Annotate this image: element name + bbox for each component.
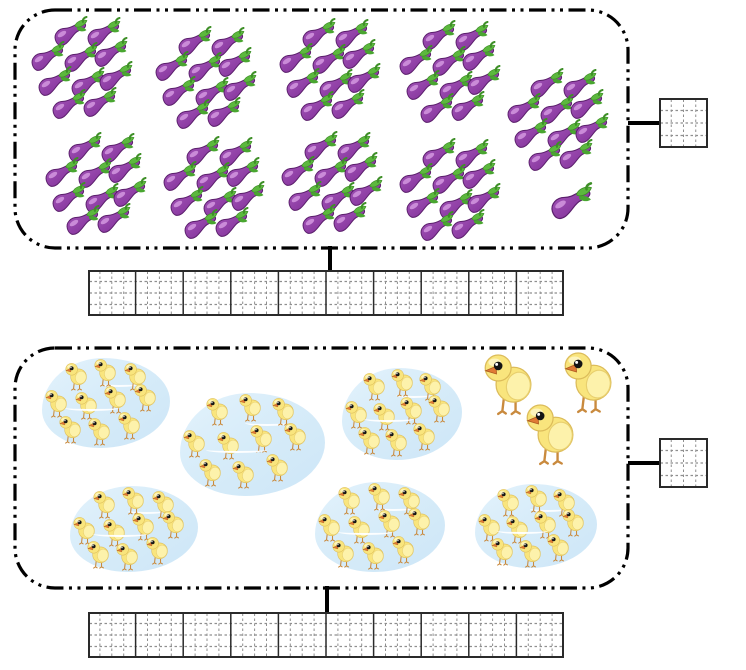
- chick-cloud-group-of-ten: [475, 484, 597, 568]
- chick-icon: [265, 453, 291, 482]
- chick-icon: [249, 424, 275, 453]
- chick-icon: [518, 539, 544, 568]
- eggplant-icon: [212, 207, 254, 244]
- chick-icon: [546, 533, 572, 562]
- chick-icon: [337, 486, 363, 515]
- bottom-tens-answer-strip[interactable]: [88, 612, 564, 658]
- bottom-group-box-border: [13, 346, 630, 590]
- chick-icon: [121, 486, 147, 515]
- chick-icon: [182, 429, 208, 458]
- chick-icon: [391, 535, 417, 564]
- chick-icon: [490, 537, 516, 566]
- chick-cloud-group-of-ten: [180, 393, 325, 496]
- chick-icon: [407, 507, 433, 536]
- chick-icon: [216, 431, 242, 460]
- eggplant-icon: [448, 209, 490, 246]
- chick-cloud-group-of-ten: [70, 486, 198, 572]
- chick-icon: [198, 458, 224, 487]
- top-group-box-border: [13, 8, 630, 250]
- eggplant-icon-single: [547, 182, 599, 228]
- chick-icon-single: [524, 402, 580, 466]
- top-connector-to-strip: [328, 246, 332, 271]
- chick-icon: [331, 539, 357, 568]
- chick-icon: [362, 372, 388, 401]
- bottom-connector-to-unit-square: [628, 461, 659, 465]
- eggplant-icon: [204, 97, 246, 134]
- chick-icon: [92, 490, 118, 519]
- chick-icon: [231, 460, 257, 489]
- eggplant-icon: [556, 139, 598, 176]
- chick-icon: [367, 482, 393, 511]
- chick-icon: [58, 415, 84, 444]
- chick-icon: [399, 396, 425, 425]
- eggplant-icon: [330, 202, 372, 239]
- chick-icon: [93, 358, 119, 387]
- bottom-connector-to-strip: [325, 586, 329, 612]
- top-connector-to-unit-square: [628, 121, 659, 125]
- chick-icon: [344, 400, 370, 429]
- chick-icon: [117, 411, 143, 440]
- eggplant-icon: [94, 203, 136, 240]
- chick-icon: [238, 393, 264, 422]
- chick-icon: [427, 394, 453, 423]
- chick-cloud-group-of-ten: [315, 482, 445, 572]
- top-tens-answer-strip[interactable]: [88, 270, 564, 316]
- chick-icon: [133, 383, 159, 412]
- eggplant-icon: [328, 89, 370, 126]
- eggplant-icon: [80, 87, 122, 124]
- chick-icon: [361, 541, 387, 570]
- chick-icon: [87, 417, 113, 446]
- chick-icon: [145, 536, 171, 565]
- chick-icon: [86, 540, 112, 569]
- chick-icon: [205, 397, 231, 426]
- chick-icon: [412, 422, 438, 451]
- eggplant-icon: [448, 91, 490, 128]
- chick-icon: [64, 362, 90, 391]
- chick-icon: [390, 368, 416, 397]
- chick-icon: [283, 422, 309, 451]
- top-ones-answer-square[interactable]: [659, 98, 708, 148]
- bottom-ones-answer-square[interactable]: [659, 438, 708, 488]
- chick-cloud-group-of-ten: [42, 358, 170, 448]
- chick-cloud-group-of-ten: [342, 368, 462, 460]
- chick-icon: [384, 428, 410, 457]
- chick-icon: [357, 426, 383, 455]
- chick-icon: [161, 510, 187, 539]
- chick-icon: [115, 542, 141, 571]
